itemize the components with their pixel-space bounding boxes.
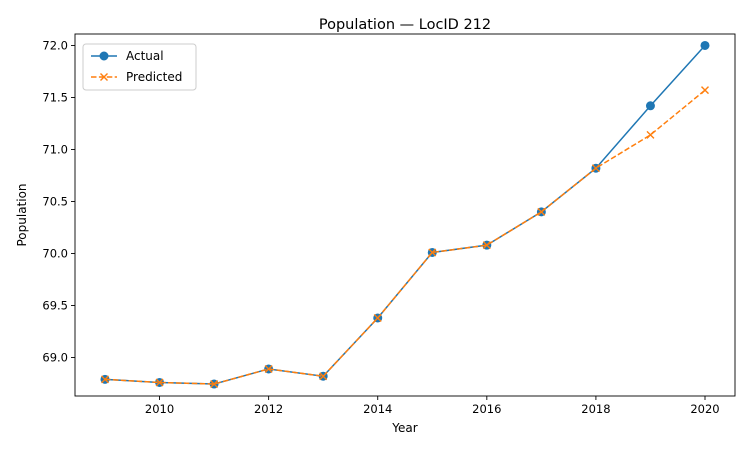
legend-label: Actual — [126, 49, 164, 63]
data-point-predicted — [482, 241, 491, 250]
y-tick-label: 70.5 — [42, 194, 68, 208]
data-point-actual — [645, 101, 655, 111]
data-point-predicted — [428, 248, 437, 257]
x-tick-label: 2012 — [254, 402, 283, 416]
series-predicted — [101, 86, 709, 389]
x-tick-label: 2018 — [581, 402, 610, 416]
chart-title: Population — LocID 212 — [319, 17, 491, 33]
y-tick-label: 72.0 — [42, 38, 68, 52]
y-tick-label: 71.0 — [42, 142, 68, 156]
y-tick-label: 70.0 — [42, 246, 68, 260]
plot-area — [75, 34, 735, 396]
data-point-predicted — [319, 372, 328, 381]
legend: Actual Predicted — [82, 43, 197, 91]
legend-marker — [100, 73, 108, 81]
data-point-predicted — [210, 380, 219, 389]
data-point-actual — [700, 40, 710, 50]
data-point-predicted — [591, 164, 600, 173]
series-line-predicted — [104, 89, 706, 385]
y-tick-label: 69.5 — [42, 299, 68, 313]
axes: 2010 2012 2014 2016 2018 2020 69.0 69.5 70.0 70.5… — [42, 38, 719, 416]
y-tick-label: 71.5 — [42, 90, 68, 104]
legend-entry-actual: Actual — [91, 49, 164, 63]
data-point-predicted — [646, 130, 655, 139]
x-tick-label: 2020 — [690, 402, 719, 416]
data-point-predicted — [373, 313, 382, 322]
y-tick-label: 69.0 — [42, 351, 68, 365]
x-tick-label: 2014 — [363, 402, 392, 416]
x-tick-label: 2010 — [145, 402, 174, 416]
legend-marker — [99, 51, 109, 61]
legend-entry-predicted: Predicted — [91, 70, 182, 84]
data-point-predicted — [155, 378, 164, 387]
data-point-predicted — [701, 86, 709, 95]
y-axis-label: Population — [15, 183, 29, 246]
plot-frame — [74, 33, 736, 397]
data-point-predicted — [537, 207, 546, 216]
series-layer — [100, 40, 710, 389]
x-tick-label: 2016 — [472, 402, 501, 416]
x-axis-label: Year — [391, 421, 417, 435]
data-point-predicted — [101, 375, 109, 384]
data-point-predicted — [264, 364, 273, 373]
legend-label: Predicted — [126, 70, 182, 84]
